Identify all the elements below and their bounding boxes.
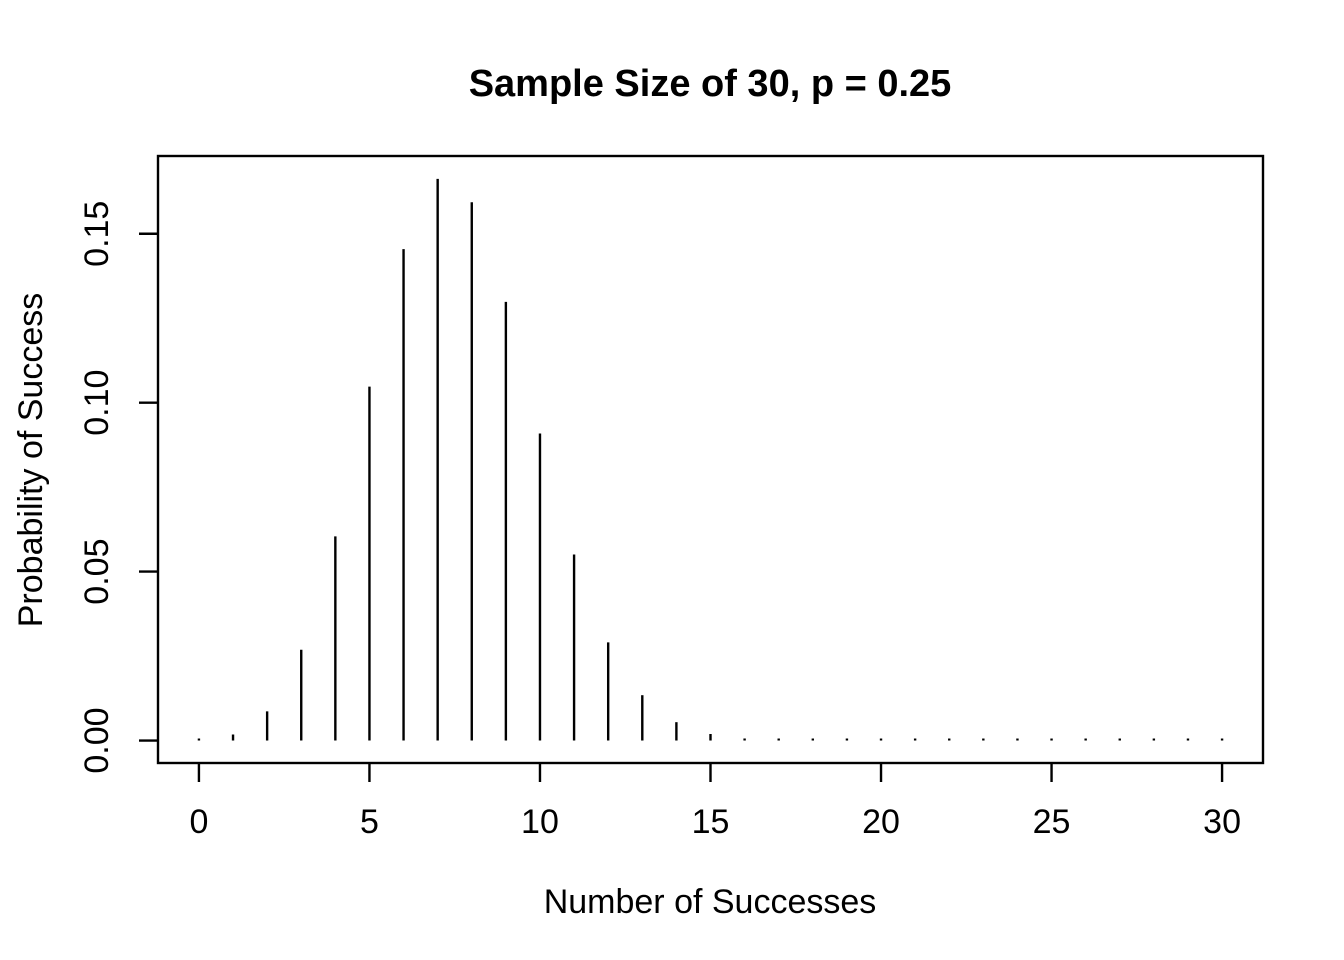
x-tick-label: 15: [692, 803, 730, 841]
y-axis: 0.00 0.05 0.10 0.15: [78, 201, 158, 774]
y-tick-label: 0.15: [78, 201, 116, 267]
x-axis-title: Number of Successes: [544, 883, 877, 921]
x-tick-label: 25: [1033, 803, 1071, 841]
bars-group: [197, 178, 1224, 741]
plot-frame: [156, 154, 1265, 765]
x-tick-label: 5: [360, 803, 379, 841]
x-tick-label: 10: [521, 803, 559, 841]
x-axis: 0 5 10 15 20 25 30: [189, 763, 1241, 841]
y-axis-title: Probability of Success: [12, 293, 50, 628]
x-tick-label: 0: [189, 803, 208, 841]
x-tick-label: 30: [1203, 803, 1241, 841]
y-tick-label: 0.05: [78, 539, 116, 605]
x-tick-label: 20: [862, 803, 900, 841]
chart-title: Sample Size of 30, p = 0.25: [469, 63, 952, 105]
y-tick-label: 0.10: [78, 370, 116, 436]
y-tick-label: 0.00: [78, 707, 116, 773]
